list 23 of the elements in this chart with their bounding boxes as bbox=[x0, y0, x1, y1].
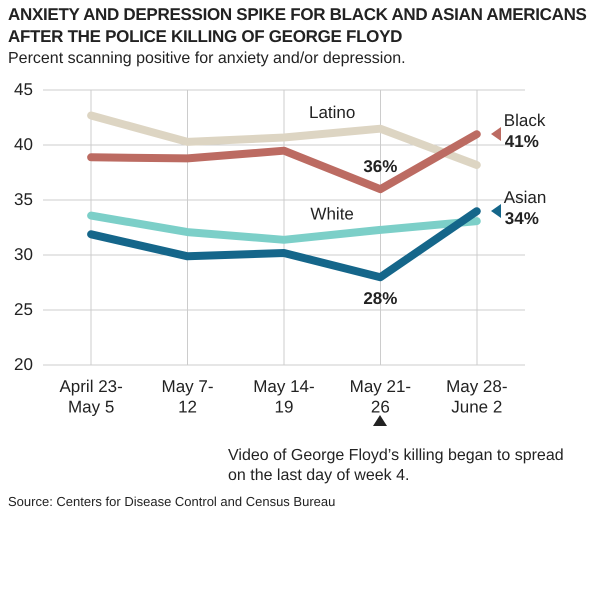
y-tick-label: 35 bbox=[14, 190, 33, 209]
data-label: 36% bbox=[363, 156, 398, 176]
x-tick-label: May 7-12 bbox=[162, 377, 214, 416]
x-tick-label: May 21-26 bbox=[350, 377, 412, 416]
chart-title: ANXIETY AND DEPRESSION SPIKE FOR BLACK AND ASIAN AMERICANS AFTER THE POLICE KILLING OF GEORGE FLOYD bbox=[7, 4, 588, 48]
y-tick-label: 25 bbox=[14, 300, 33, 319]
y-tick-label: 45 bbox=[14, 80, 33, 99]
series-label: Latino bbox=[309, 102, 356, 122]
chart-subtitle: Percent scanning positive for anxiety and/or depression. bbox=[7, 49, 407, 69]
x-tick-label: April 23-May 5 bbox=[59, 377, 123, 416]
data-label: 28% bbox=[363, 288, 398, 308]
series-label: White bbox=[310, 204, 354, 224]
y-tick-label: 20 bbox=[14, 354, 33, 374]
x-tick-label: May 14-19 bbox=[253, 377, 315, 416]
text: Video of George Floyd’s killing began to spread on the last day of week 4. bbox=[228, 446, 565, 486]
y-tick-label: 40 bbox=[14, 134, 33, 154]
x-tick-label: May 28-June 2 bbox=[446, 377, 508, 416]
data-label: 41% bbox=[504, 132, 539, 151]
data-label: 34% bbox=[504, 208, 539, 228]
source-note: Source: Centers for Disease Control and Census Bureau bbox=[7, 493, 336, 509]
series-label: Black bbox=[504, 110, 546, 130]
series-label: Asian bbox=[504, 188, 546, 207]
y-tick-label: 30 bbox=[14, 244, 33, 264]
